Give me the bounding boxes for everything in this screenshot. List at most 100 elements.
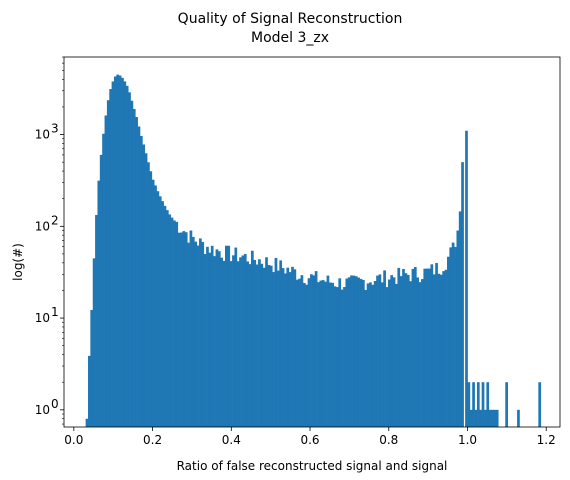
- histogram-bar: [430, 264, 434, 427]
- y-axis-label: log(#): [11, 243, 25, 281]
- histogram-bar: [421, 279, 424, 427]
- x-tick-label: 0.2: [143, 433, 162, 447]
- x-tick-label: 1.2: [537, 433, 556, 447]
- histogram-bar: [321, 280, 325, 427]
- histogram-bar: [461, 162, 464, 428]
- histogram-bar: [472, 382, 475, 427]
- histogram-bar: [130, 100, 134, 427]
- histogram-bar: [387, 279, 391, 427]
- histogram-bar: [488, 409, 492, 427]
- histogram-bar: [203, 254, 207, 427]
- histogram-bar: [88, 355, 91, 427]
- histogram-bar: [324, 281, 327, 427]
- histogram-bar: [90, 309, 94, 427]
- histogram-bar: [357, 277, 360, 427]
- histogram-bar: [479, 409, 483, 427]
- histogram-bar: [361, 280, 365, 427]
- histogram-bar: [194, 241, 198, 427]
- histogram-bar: [293, 269, 297, 427]
- histogram-bar: [449, 247, 453, 427]
- histogram-bar: [366, 283, 370, 427]
- histogram-bar: [439, 274, 443, 427]
- histogram-bar: [380, 282, 384, 427]
- histogram-bar: [432, 274, 436, 427]
- histogram-bar: [265, 257, 268, 427]
- histogram-bar: [451, 242, 455, 427]
- histogram-bar: [352, 275, 356, 427]
- histogram-bar: [163, 205, 167, 427]
- histogram-bar: [189, 230, 193, 427]
- histogram-bar: [208, 252, 212, 427]
- histogram-bar: [177, 232, 181, 427]
- histogram-bar: [128, 92, 131, 427]
- histogram-bar: [371, 284, 375, 427]
- histogram-bar: [411, 268, 415, 427]
- histogram-bar: [99, 154, 103, 427]
- histogram-bar: [286, 267, 290, 427]
- histogram-bar: [236, 261, 240, 427]
- histogram-bar: [139, 135, 143, 427]
- histogram-bar: [538, 382, 542, 427]
- histogram-bar: [161, 201, 164, 427]
- histogram-bar: [222, 260, 226, 427]
- histogram-bar: [404, 273, 408, 427]
- histogram-bar: [307, 278, 311, 427]
- histogram-bar: [95, 215, 98, 427]
- histogram-bar: [317, 282, 320, 427]
- x-tick-label: 1.0: [458, 433, 477, 447]
- histogram-bar: [484, 409, 487, 427]
- histogram-bar: [493, 409, 497, 427]
- histogram-bar: [281, 268, 285, 427]
- histogram-bar: [376, 275, 379, 427]
- histogram-bar: [369, 282, 372, 427]
- histogram-bar: [474, 409, 478, 427]
- histogram-bar: [435, 263, 438, 427]
- x-axis-label: Ratio of false reconstructed signal and …: [177, 459, 448, 473]
- histogram-bar: [210, 245, 214, 427]
- histogram-bar: [132, 109, 136, 427]
- histogram-bar: [298, 278, 301, 427]
- histogram-bar: [486, 382, 490, 427]
- histogram-bar: [476, 382, 480, 427]
- histogram-bar: [359, 278, 363, 427]
- histogram-bar: [147, 162, 150, 428]
- histogram-bar: [215, 249, 219, 427]
- histogram-bar: [173, 220, 176, 427]
- histogram-bar: [156, 191, 160, 427]
- x-tick-label: 0.8: [379, 433, 398, 447]
- histogram-bar: [267, 265, 271, 427]
- histogram-bar: [239, 257, 242, 427]
- histogram-bar: [206, 246, 209, 427]
- histogram-bar: [364, 289, 368, 427]
- histogram-bar: [397, 267, 401, 427]
- histogram-bar: [336, 287, 339, 427]
- histogram-bar: [505, 382, 508, 427]
- histogram-bar: [465, 130, 468, 427]
- histogram-bar: [246, 261, 249, 427]
- histogram-bar: [456, 230, 460, 427]
- histogram-bar: [85, 418, 89, 427]
- histogram-bar: [121, 77, 124, 428]
- histogram-bar: [274, 257, 278, 427]
- histogram-bar: [467, 382, 471, 427]
- histogram-bar: [295, 279, 299, 427]
- histogram-bar: [269, 265, 273, 427]
- histogram-bar: [413, 267, 417, 427]
- y-tick-exponent: 0: [51, 397, 59, 411]
- histogram-bar: [491, 409, 494, 427]
- histogram-bar: [469, 409, 473, 427]
- histogram-bar: [310, 274, 313, 427]
- histogram-bar: [154, 185, 157, 427]
- histogram-bar: [300, 275, 304, 427]
- histogram-bar: [328, 282, 332, 427]
- histogram-bar: [481, 382, 485, 427]
- histogram-bar: [447, 256, 450, 427]
- histogram-bar: [418, 282, 422, 427]
- histogram-bar: [390, 275, 394, 427]
- histogram-bar: [279, 260, 283, 427]
- histogram-bar: [97, 180, 101, 427]
- histogram-bar: [385, 287, 389, 427]
- histogram-bar: [144, 153, 148, 427]
- histogram-bar: [248, 264, 252, 427]
